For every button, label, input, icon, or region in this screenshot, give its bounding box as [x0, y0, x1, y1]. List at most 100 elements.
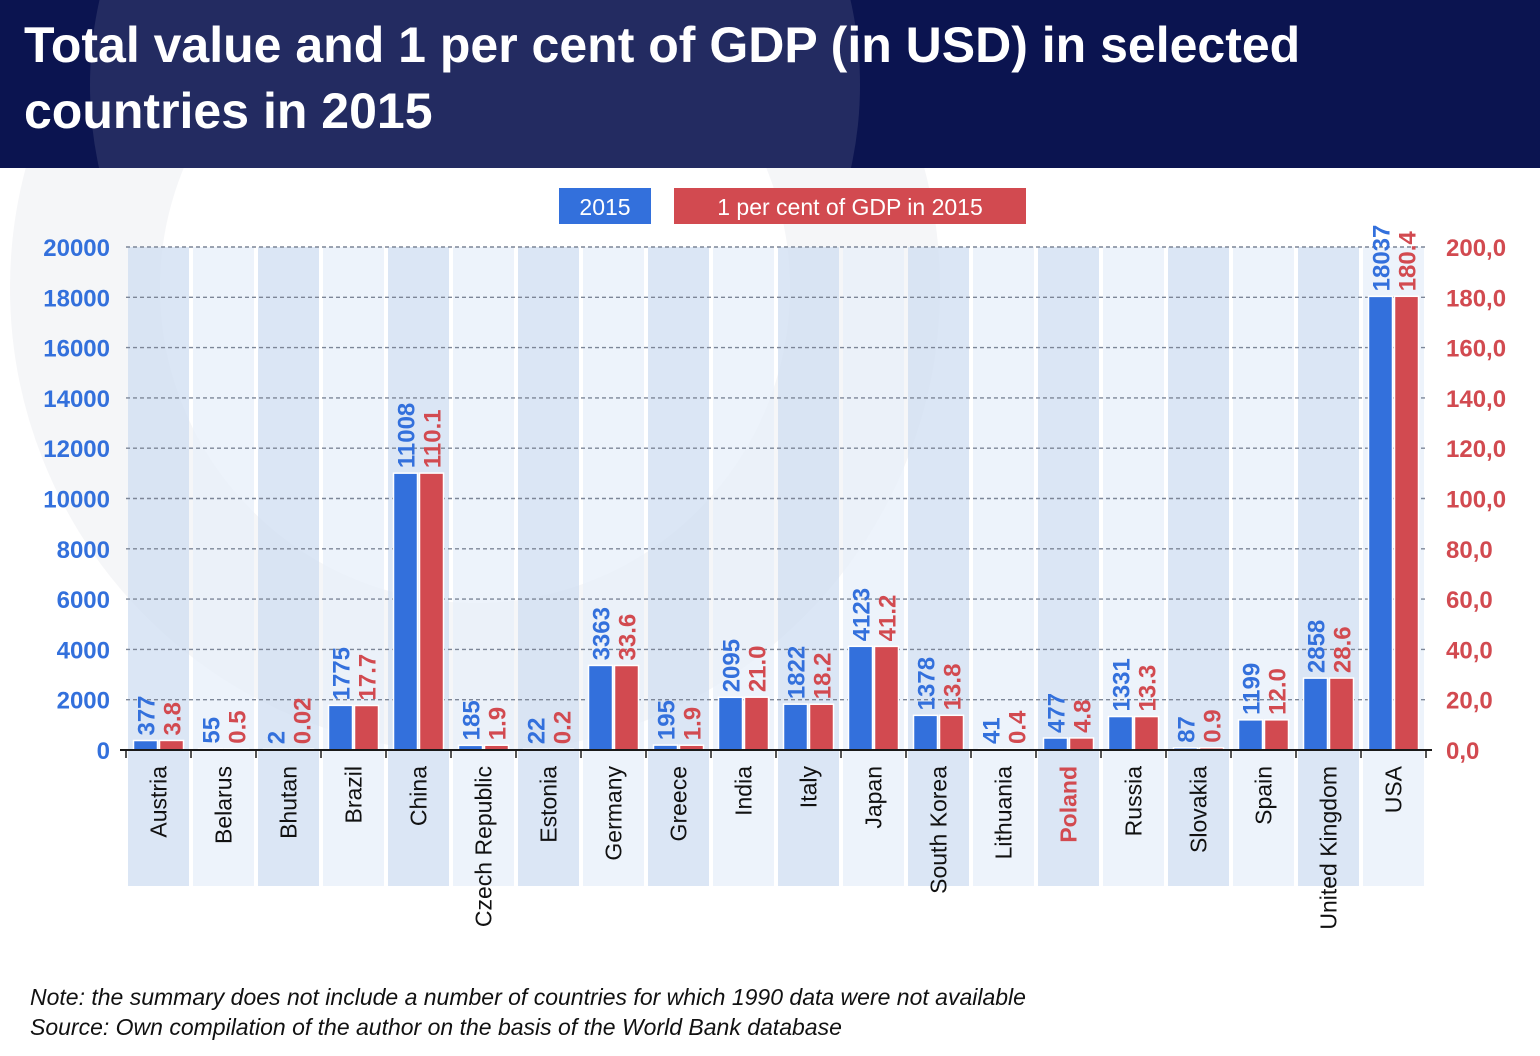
- value-label-gdp-1pct: 13.8: [940, 664, 967, 711]
- legend: 2015 1 per cent of GDP in 2015: [559, 188, 1026, 224]
- value-label-2015: 18037: [1369, 225, 1396, 292]
- source-text: Source: Own compilation of the author on…: [30, 1014, 842, 1040]
- y-right-tick-label: 0,0: [1446, 738, 1479, 765]
- category-stripe: [778, 247, 839, 886]
- value-label-gdp-1pct: 1.9: [680, 707, 707, 740]
- bar-gdp-1pct: [1263, 719, 1290, 751]
- bar-2015: [392, 472, 419, 751]
- bars: [132, 295, 1420, 751]
- category-stripe: [713, 247, 774, 886]
- value-label-2015: 2095: [719, 639, 746, 692]
- category-stripe: [258, 247, 319, 886]
- value-label-2015: 87: [1174, 716, 1201, 743]
- category-label: Bhutan: [276, 766, 302, 839]
- category-stripe: [193, 247, 254, 886]
- value-label-gdp-1pct: 12.0: [1265, 668, 1292, 715]
- value-label-gdp-1pct: 0.2: [550, 711, 577, 744]
- category-label: Czech Republic: [471, 766, 497, 927]
- bar-gdp-1pct: [613, 664, 640, 751]
- value-label-gdp-1pct: 33.6: [615, 614, 642, 661]
- footnotes: Note: the summary does not include a num…: [30, 982, 1510, 1042]
- value-label-gdp-1pct: 13.3: [1135, 665, 1162, 712]
- y-left-tick-label: 0: [97, 738, 110, 765]
- value-label-gdp-1pct: 3.8: [160, 702, 187, 735]
- category-stripe: [843, 247, 904, 886]
- value-label-2015: 41: [979, 717, 1006, 744]
- bar-2015: [1107, 715, 1134, 751]
- y-left-tick-label: 10000: [43, 487, 110, 514]
- y-right-tick-label: 180,0: [1446, 285, 1506, 312]
- category-label: Poland: [1056, 766, 1082, 843]
- category-label: Greece: [666, 766, 692, 841]
- value-label-gdp-1pct: 180.4: [1395, 231, 1422, 292]
- bar-2015: [132, 739, 159, 751]
- y-left-tick-label: 18000: [43, 285, 110, 312]
- category-stripe: [1038, 247, 1099, 886]
- bar-gdp-1pct: [938, 714, 965, 751]
- legend-swatch-2015: [559, 188, 651, 224]
- y-right-tick-label: 200,0: [1446, 235, 1506, 262]
- bar-gdp-1pct: [158, 739, 185, 751]
- axes: 0 0,0 2000 20,0 4000 40,0 6000 60,0 8000 80,0 1000…: [43, 235, 1506, 765]
- value-label-2015: 22: [524, 717, 551, 744]
- bar-2015: [717, 696, 744, 751]
- value-label-2015: 11008: [394, 403, 421, 468]
- value-label-gdp-1pct: 4.8: [1070, 700, 1097, 733]
- y-right-tick-label: 20,0: [1446, 688, 1493, 715]
- category-label: Austria: [146, 766, 172, 838]
- legend-swatch-gdp-1pct: [674, 188, 1026, 224]
- bar-gdp-1pct: [418, 472, 445, 751]
- header-banner: Total value and 1 per cent of GDP (in US…: [0, 0, 1540, 168]
- value-label-gdp-1pct: 41.2: [875, 595, 902, 642]
- bar-2015: [327, 704, 354, 751]
- category-stripe: [1103, 247, 1164, 886]
- category-stripe: [128, 247, 189, 886]
- value-label-gdp-1pct: 17.7: [355, 654, 382, 701]
- value-label-gdp-1pct: 1.9: [485, 707, 512, 740]
- category-label: Japan: [861, 766, 887, 829]
- y-left-tick-label: 16000: [43, 336, 110, 363]
- value-label-gdp-1pct: 0.9: [1200, 709, 1227, 742]
- category-label: USA: [1381, 765, 1407, 813]
- bar-2015: [1237, 719, 1264, 751]
- category-stripe: [518, 247, 579, 886]
- value-label-gdp-1pct: 0.4: [1005, 710, 1032, 744]
- value-label-2015: 195: [654, 700, 681, 740]
- y-right-tick-label: 100,0: [1446, 487, 1506, 514]
- category-label: United Kingdom: [1316, 766, 1342, 930]
- bar-2015: [1302, 677, 1329, 751]
- y-right-tick-label: 120,0: [1446, 436, 1506, 463]
- bar-2015: [782, 703, 809, 751]
- category-label: Italy: [796, 766, 822, 809]
- category-label: Brazil: [341, 766, 367, 824]
- bar-2015: [1367, 295, 1394, 751]
- category-label: Spain: [1251, 766, 1277, 825]
- category-stripe: [908, 247, 969, 886]
- legend-label-gdp-1pct: 1 per cent of GDP in 2015: [717, 194, 983, 220]
- value-label-2015: 55: [199, 717, 226, 744]
- value-label-2015: 4123: [849, 588, 876, 641]
- bar-2015: [1042, 737, 1069, 751]
- note-text: Note: the summary does not include a num…: [30, 984, 1026, 1010]
- value-label-gdp-1pct: 0.5: [225, 710, 252, 743]
- value-label-gdp-1pct: 18.2: [810, 653, 837, 700]
- bar-gdp-1pct: [1068, 737, 1095, 751]
- bar-gdp-1pct: [1133, 715, 1160, 751]
- value-label-gdp-1pct: 110.1: [420, 409, 447, 468]
- value-label-2015: 1331: [1109, 658, 1136, 711]
- bar-gdp-1pct: [353, 704, 380, 751]
- category-label: Lithuania: [991, 766, 1017, 860]
- y-left-tick-label: 8000: [57, 537, 110, 564]
- chart-title: Total value and 1 per cent of GDP (in US…: [24, 17, 1301, 139]
- y-left-tick-label: 4000: [57, 637, 110, 664]
- category-stripe: [583, 247, 644, 886]
- bar-2015: [847, 645, 874, 751]
- value-label-2015: 477: [1044, 693, 1071, 733]
- category-label: China: [406, 766, 432, 826]
- category-labels: Austria Belarus Bhutan Brazil China Czech Rep…: [146, 765, 1407, 929]
- value-label-2015: 1199: [1239, 663, 1266, 715]
- y-right-tick-label: 60,0: [1446, 587, 1493, 614]
- bar-gdp-1pct: [1328, 677, 1355, 751]
- value-label-gdp-1pct: 28.6: [1330, 626, 1357, 673]
- bar-2015: [587, 664, 614, 751]
